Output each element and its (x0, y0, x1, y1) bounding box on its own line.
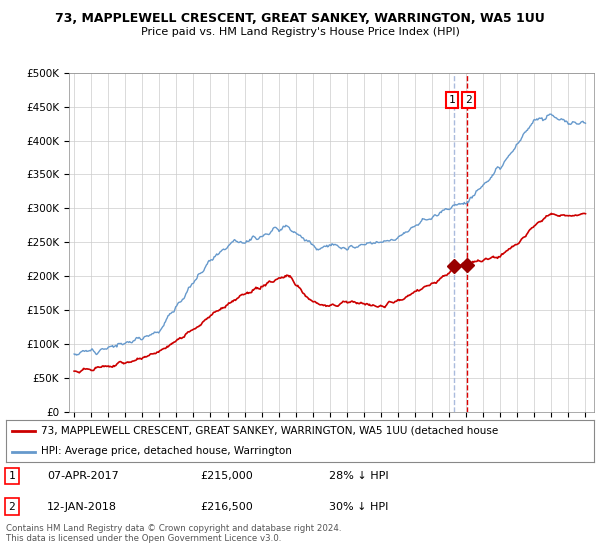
Text: 28% ↓ HPI: 28% ↓ HPI (329, 471, 389, 481)
Text: 1: 1 (8, 471, 15, 481)
Text: 2: 2 (465, 95, 472, 105)
Text: £215,000: £215,000 (200, 471, 253, 481)
Text: Price paid vs. HM Land Registry's House Price Index (HPI): Price paid vs. HM Land Registry's House … (140, 27, 460, 37)
Text: 12-JAN-2018: 12-JAN-2018 (47, 502, 117, 512)
Text: Contains HM Land Registry data © Crown copyright and database right 2024.
This d: Contains HM Land Registry data © Crown c… (6, 524, 341, 543)
Text: 2: 2 (8, 502, 15, 512)
Text: HPI: Average price, detached house, Warrington: HPI: Average price, detached house, Warr… (41, 446, 292, 456)
Text: 73, MAPPLEWELL CRESCENT, GREAT SANKEY, WARRINGTON, WA5 1UU: 73, MAPPLEWELL CRESCENT, GREAT SANKEY, W… (55, 12, 545, 25)
Text: 30% ↓ HPI: 30% ↓ HPI (329, 502, 389, 512)
Text: £216,500: £216,500 (200, 502, 253, 512)
Text: 07-APR-2017: 07-APR-2017 (47, 471, 119, 481)
Text: 73, MAPPLEWELL CRESCENT, GREAT SANKEY, WARRINGTON, WA5 1UU (detached house: 73, MAPPLEWELL CRESCENT, GREAT SANKEY, W… (41, 426, 499, 436)
Text: 1: 1 (449, 95, 455, 105)
